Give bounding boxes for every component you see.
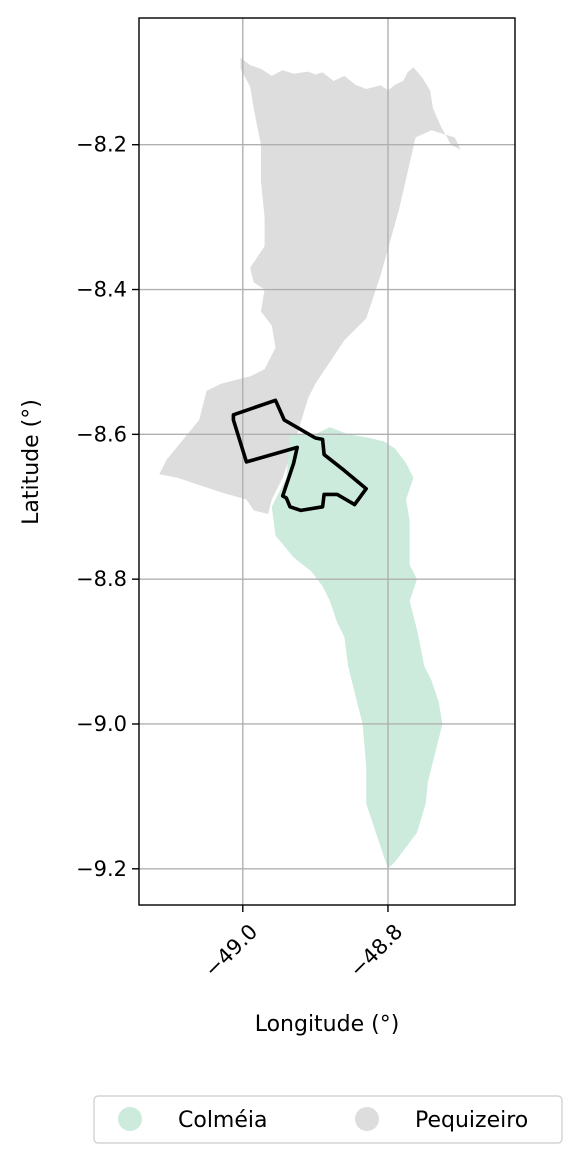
regions-layer (159, 57, 461, 869)
region-pequizeiro (159, 57, 461, 515)
y-tick-label: −8.2 (76, 133, 127, 157)
plot-frame (138, 17, 516, 906)
legend: Colméia Pequizeiro (93, 1095, 563, 1144)
x-tick-label: −49.0 (200, 919, 262, 981)
x-axis-label: Longitude (°) (255, 1012, 400, 1037)
x-axis-ticks: −49.0 −48.8 (200, 905, 407, 982)
y-tick-label: −9.2 (76, 857, 127, 881)
legend-marker-colmeia (118, 1107, 142, 1131)
legend-label-pequizeiro: Pequizeiro (415, 1108, 528, 1133)
legend-box (93, 1095, 563, 1144)
y-tick-label: −8.4 (76, 278, 127, 302)
study-area-outline (231, 398, 369, 513)
y-axis-label: Latitude (°) (19, 399, 44, 525)
plot-area (139, 18, 515, 905)
y-tick-label: −8.6 (76, 422, 127, 446)
study-area-outline-layer (231, 398, 369, 513)
gridlines (139, 18, 515, 905)
y-tick-label: −8.8 (76, 567, 127, 591)
legend-label-colmeia: Colméia (178, 1108, 268, 1133)
y-tick-label: −9.0 (76, 712, 127, 736)
legend-marker-pequizeiro (355, 1107, 379, 1131)
region-colmeia (271, 427, 443, 869)
y-axis-ticks: −8.2 −8.4 −8.6 −8.8 −9.0 −9.2 (76, 133, 139, 881)
x-tick-label: −48.8 (345, 919, 407, 981)
